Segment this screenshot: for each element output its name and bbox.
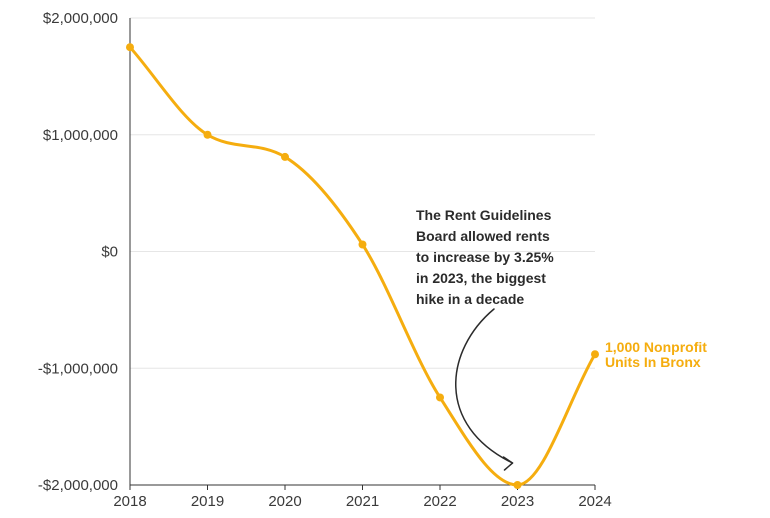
annotation-line: hike in a decade	[416, 291, 524, 307]
annotation-arrowhead	[502, 456, 514, 471]
data-point	[513, 481, 522, 489]
data-point	[281, 152, 289, 161]
axes: $2,000,000 $1,000,000 $0 -$1,000,000 -$2,000…	[38, 10, 612, 510]
annotation-arrow	[455, 308, 514, 464]
data-point	[203, 130, 212, 139]
y-tick-label: -$1,000,000	[38, 360, 118, 377]
y-tick-label: $2,000,000	[43, 10, 118, 27]
data-point	[436, 393, 444, 402]
x-tick-label: 2022	[423, 493, 456, 510]
series-label-line: Units In Bronx	[605, 354, 701, 370]
x-tick-label: 2018	[113, 493, 146, 510]
y-tick-label: -$2,000,000	[38, 477, 118, 494]
data-point	[126, 43, 134, 52]
x-tick-label: 2023	[501, 493, 534, 510]
data-point	[591, 350, 599, 359]
annotation-text: The Rent Guidelines Board allowed rents to…	[416, 207, 554, 307]
y-tick-label: $0	[101, 244, 118, 261]
annotation-line: to increase by 3.25%	[416, 249, 554, 265]
y-tick-label: $1,000,000	[43, 127, 118, 144]
annotation-line: Board allowed rents	[416, 228, 550, 244]
x-tick-label: 2019	[191, 493, 224, 510]
series-layer: 1,000 Nonprofit Units In Bronx	[126, 43, 707, 489]
x-tick-label: 2021	[346, 493, 379, 510]
annotation: The Rent Guidelines Board allowed rents to…	[416, 207, 554, 471]
series-label: 1,000 Nonprofit Units In Bronx	[605, 339, 707, 370]
series-label-line: 1,000 Nonprofit	[605, 339, 707, 355]
x-tick-label: 2024	[578, 493, 611, 510]
annotation-line: in 2023, the biggest	[416, 270, 546, 286]
annotation-line: The Rent Guidelines	[416, 207, 552, 223]
x-tick-label: 2020	[268, 493, 301, 510]
data-point	[358, 240, 367, 249]
series-line	[128, 45, 597, 487]
